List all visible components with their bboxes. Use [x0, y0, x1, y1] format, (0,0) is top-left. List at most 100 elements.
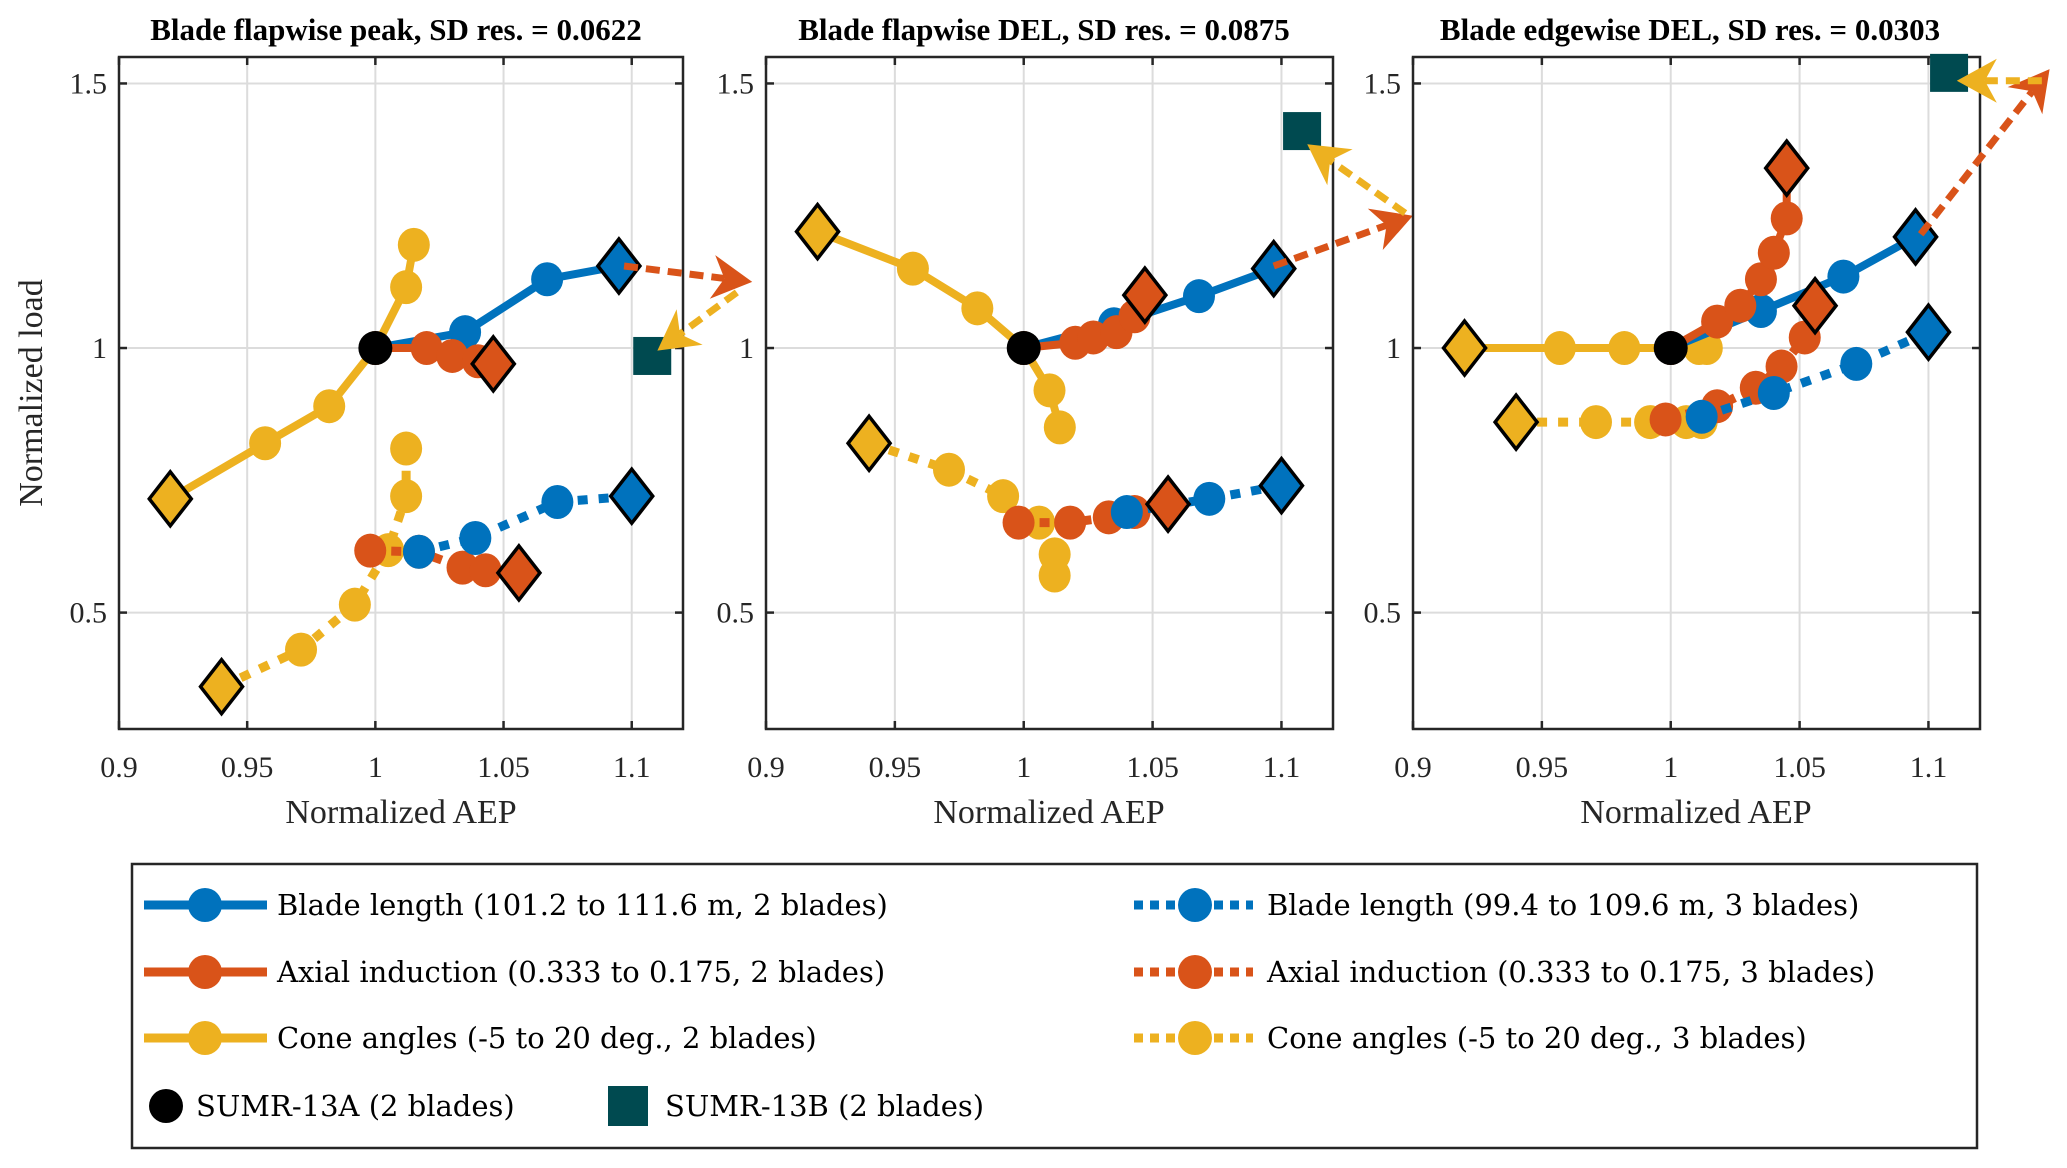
y-tick-label: 1: [92, 332, 107, 365]
arrow-axial_induction: [1272, 208, 1413, 270]
legend-item-axial_2: Axial induction (0.333 to 0.175, 2 blade…: [144, 955, 885, 989]
panel-flapwise-peak: Blade flapwise peak, SD res. = 0.0622 0.…: [13, 12, 753, 831]
x-tick-label: 1.1: [1263, 751, 1301, 784]
sumr13b-point: [1930, 53, 1969, 92]
legend-item-sumr13b: SUMR-13B (2 blades): [608, 1086, 984, 1126]
data-point: [402, 534, 435, 569]
data-point: [1054, 505, 1087, 540]
data-point: [313, 389, 346, 424]
data-point: [1182, 279, 1215, 314]
data-point: [285, 632, 318, 667]
arrow-head: [657, 309, 703, 351]
legend-label: SUMR-13A (2 blades): [196, 1089, 515, 1123]
legend-marker: [1178, 955, 1212, 989]
endpoint-diamond: [1905, 302, 1952, 363]
endpoint-diamond: [147, 468, 194, 529]
arrow-axial_induction: [623, 255, 753, 299]
x-tick-label: 0.9: [100, 751, 138, 784]
endpoint-diamond: [794, 201, 841, 262]
arrow-head: [709, 255, 753, 299]
endpoint-diamond: [845, 413, 893, 474]
data-point: [1110, 495, 1143, 530]
legend-item-blade_2: Blade length (101.2 to 111.6 m, 2 blades…: [144, 888, 888, 922]
legend: Blade length (101.2 to 111.6 m, 2 blades…: [130, 862, 1979, 1150]
arrow-shaft: [677, 289, 739, 337]
x-tick-label: 1: [368, 751, 383, 784]
data-point: [1543, 331, 1576, 366]
axes-box: [764, 55, 1335, 731]
data-point: [469, 553, 502, 588]
legend-item-cone_2: Cone angles (-5 to 20 deg., 2 blades): [144, 1021, 817, 1055]
endpoint-diamond: [1121, 265, 1169, 325]
data-point: [1685, 399, 1718, 434]
data-point: [932, 452, 965, 487]
endpoint-diamond: [1144, 474, 1192, 534]
x-tick-label: 0.95: [1516, 751, 1569, 784]
endpoint-diamond: [1791, 275, 1839, 336]
data-point: [1579, 405, 1612, 440]
axes-box: [117, 55, 685, 731]
legend-marker: [1178, 1021, 1212, 1055]
x-tick-label: 1.05: [1126, 751, 1179, 784]
legend-marker: [608, 1086, 648, 1126]
x-tick-label: 1.05: [1773, 751, 1826, 784]
series-blade_3: [1110, 481, 1283, 530]
data-point: [338, 587, 371, 622]
y-tick-label: 1.5: [70, 67, 108, 100]
endpoint-diamond: [1250, 238, 1297, 299]
legend-box: [130, 862, 1979, 1150]
arrow-head: [1367, 208, 1413, 251]
data-point: [1724, 288, 1757, 323]
legend-marker: [149, 1089, 183, 1123]
data-point: [410, 331, 443, 366]
legend-label: SUMR-13B (2 blades): [665, 1089, 984, 1123]
y-tick-label: 0.5: [717, 597, 755, 630]
data-point: [1840, 346, 1873, 381]
arrow-head: [1307, 144, 1353, 186]
endpoint-diamond: [1441, 318, 1488, 378]
data-point: [1765, 349, 1798, 384]
legend-label: Axial induction (0.333 to 0.175, 3 blade…: [1266, 955, 1875, 989]
legend-label: Cone angles (-5 to 20 deg., 2 blades): [277, 1021, 817, 1055]
data-point: [1649, 402, 1682, 437]
legend-marker: [188, 955, 222, 989]
axes-box: [1411, 55, 1982, 731]
data-point: [397, 227, 430, 262]
panel-title: Blade flapwise DEL, SD res. = 0.0875: [798, 12, 1290, 47]
y-tick-label: 1: [1386, 332, 1401, 365]
data-point: [1608, 331, 1641, 366]
legend-item-sumr13a: SUMR-13A (2 blades): [149, 1089, 515, 1123]
data-point: [436, 338, 469, 373]
series-line: [417, 491, 633, 557]
data-point: [961, 291, 994, 326]
series-cone_2: [168, 227, 430, 503]
endpoint-diamond: [1492, 392, 1540, 452]
data-point: [541, 485, 574, 520]
y-tick-label: 1: [739, 332, 754, 365]
data-point: [531, 262, 564, 297]
sumr13a-point: [358, 331, 393, 366]
data-point: [1002, 505, 1035, 540]
arrow-cone_angles: [1956, 58, 2042, 103]
series-line: [168, 244, 418, 503]
panel-edgewise-del: Blade edgewise DEL, SD res. = 0.0303 0.9…: [1364, 12, 2050, 831]
arrow-cone_angles: [657, 289, 739, 351]
arrow-head: [1956, 58, 1997, 103]
sumr13a-point: [1006, 331, 1041, 366]
x-tick-label: 0.9: [1394, 751, 1432, 784]
data-point: [1757, 376, 1790, 410]
panel-title: Blade edgewise DEL, SD res. = 0.0303: [1440, 12, 1940, 47]
panel-title: Blade flapwise peak, SD res. = 0.0622: [150, 12, 642, 47]
y-tick-label: 0.5: [1364, 597, 1402, 630]
series-blade_3: [402, 485, 633, 569]
endpoint-diamond: [608, 466, 655, 527]
legend-marker: [188, 888, 222, 922]
data-point: [390, 479, 423, 514]
data-point: [249, 426, 282, 461]
arrow-cone_angles: [1307, 144, 1408, 216]
endpoint-diamond: [595, 236, 643, 296]
data-point: [446, 550, 479, 585]
legend-label: Axial induction (0.333 to 0.175, 2 blade…: [276, 955, 885, 989]
x-tick-label: 0.95: [869, 751, 922, 784]
legend-label: Cone angles (-5 to 20 deg., 3 blades): [1267, 1021, 1807, 1055]
